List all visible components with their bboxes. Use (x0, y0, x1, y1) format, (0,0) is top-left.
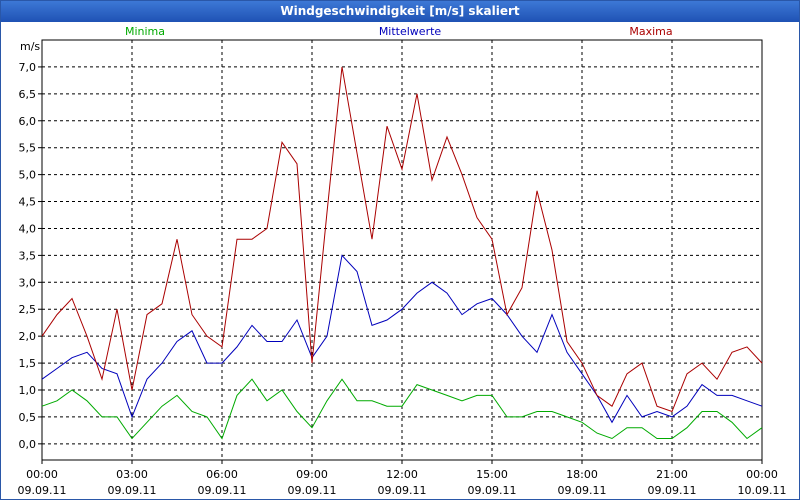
y-tick-label: 0,0 (19, 438, 37, 451)
x-tick-time: 06:00 (206, 468, 238, 481)
x-tick-time: 00:00 (746, 468, 778, 481)
x-tick-date: 09.09.11 (108, 484, 157, 497)
x-tick-time: 18:00 (566, 468, 598, 481)
y-tick-label: 5,5 (19, 142, 37, 155)
y-tick-label: 7,0 (19, 61, 37, 74)
x-tick-date: 09.09.11 (18, 484, 67, 497)
legend-entry-mittelwerte: Mittelwerte (379, 25, 442, 38)
x-tick-date: 09.09.11 (288, 484, 337, 497)
y-axis-label: m/s (20, 40, 40, 53)
y-tick-label: 1,5 (19, 357, 37, 370)
legend-entry-minima: Minima (125, 25, 165, 38)
plot-frame (41, 39, 763, 461)
legend: Minima Mittelwerte Maxima (125, 25, 673, 38)
x-tick-date: 09.09.11 (648, 484, 697, 497)
y-tick-label: 1,0 (19, 384, 37, 397)
y-tick-label: 3,5 (19, 249, 37, 262)
x-tick-labels: 00:00 09.09.11 03:00 09.09.11 06:00 09.09.11 0… (18, 468, 787, 497)
x-tick-time: 00:00 (26, 468, 58, 481)
x-tick-date: 09.09.11 (468, 484, 517, 497)
window-title: Windgeschwindigkeit [m/s] skaliert (1, 1, 799, 22)
y-tick-label: 4,0 (19, 222, 37, 235)
y-tick-label: 3,0 (19, 276, 37, 289)
x-tick-date: 09.09.11 (558, 484, 607, 497)
x-tick-time: 15:00 (476, 468, 508, 481)
y-tick-label: 2,0 (19, 330, 37, 343)
series-line-mittelwerte (41, 254, 763, 424)
legend-entry-maxima: Maxima (629, 25, 672, 38)
y-tick-label: 6,5 (19, 88, 37, 101)
axes (38, 39, 763, 464)
x-tick-time: 03:00 (116, 468, 148, 481)
y-tick-label: 6,0 (19, 115, 37, 128)
y-tick-label: 2,5 (19, 303, 37, 316)
x-tick-time: 09:00 (296, 468, 328, 481)
y-tick-label: 0,5 (19, 411, 37, 424)
grid (42, 40, 762, 460)
x-tick-date: 09.09.11 (198, 484, 247, 497)
x-tick-time: 21:00 (656, 468, 688, 481)
series-line-minima (41, 378, 763, 440)
x-tick-date: 09.09.11 (378, 484, 427, 497)
series-lines (41, 66, 763, 440)
y-tick-labels: 0,0 0,5 1,0 1,5 2,0 2,5 3,0 3,5 4,0 4,5 5,0 5,5 6,0 6… (19, 61, 37, 451)
x-tick-time: 12:00 (386, 468, 418, 481)
series-line-maxima (41, 66, 763, 413)
y-tick-label: 4,5 (19, 196, 37, 209)
y-tick-label: 5,0 (19, 169, 37, 182)
x-tick-date: 10.09.11 (738, 484, 787, 497)
